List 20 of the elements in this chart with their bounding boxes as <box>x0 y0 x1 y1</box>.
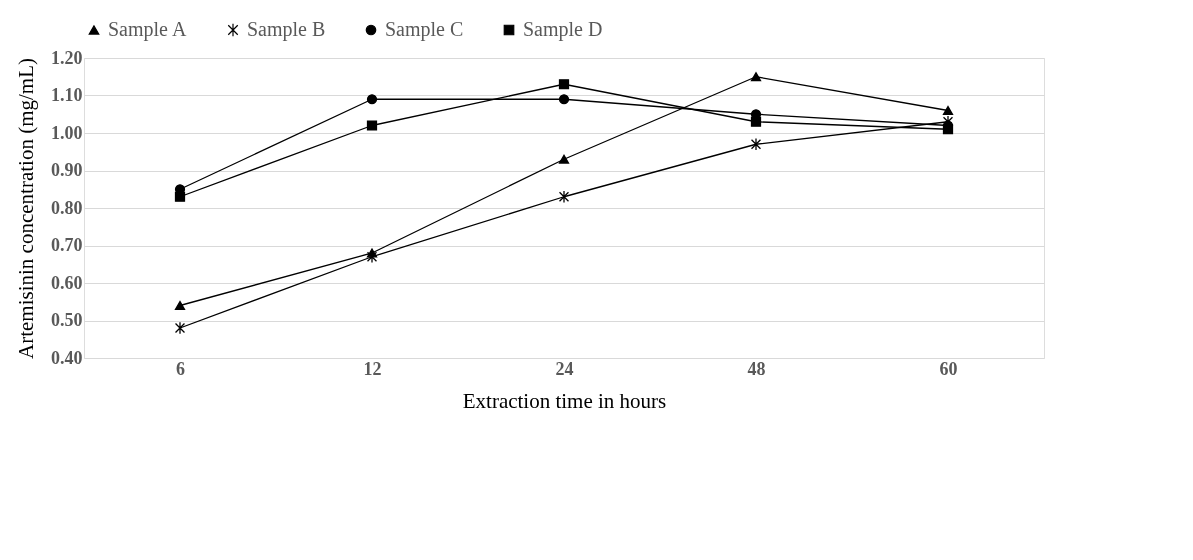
x-tick-label: 24 <box>555 358 574 379</box>
y-tick-label: 0.60 <box>51 272 83 293</box>
x-tick-label: 6 <box>176 358 185 379</box>
legend-label: Sample D <box>523 18 603 41</box>
y-tick-label: 0.80 <box>51 197 83 218</box>
y-tick-label: 1.00 <box>51 122 83 143</box>
x-tick-label: 60 <box>939 358 958 379</box>
legend-label: Sample A <box>108 18 187 41</box>
y-tick-label: 1.20 <box>51 47 83 68</box>
x-axis-title: Extraction time in hours <box>462 388 667 413</box>
y-tick-label: 0.70 <box>51 235 83 255</box>
y-tick-label: 0.50 <box>51 310 83 330</box>
y-axis-title: Artemisinin concentration (mg/mL) <box>14 58 38 359</box>
y-tick-label: 0.40 <box>51 347 83 368</box>
x-tick-label: 12 <box>363 358 382 379</box>
legend-label: Sample B <box>247 18 326 41</box>
y-tick-label: 0.90 <box>51 160 83 180</box>
legend-label: Sample C <box>385 18 464 41</box>
x-tick-label: 48 <box>747 358 766 379</box>
y-tick-label: 1.10 <box>51 85 83 105</box>
